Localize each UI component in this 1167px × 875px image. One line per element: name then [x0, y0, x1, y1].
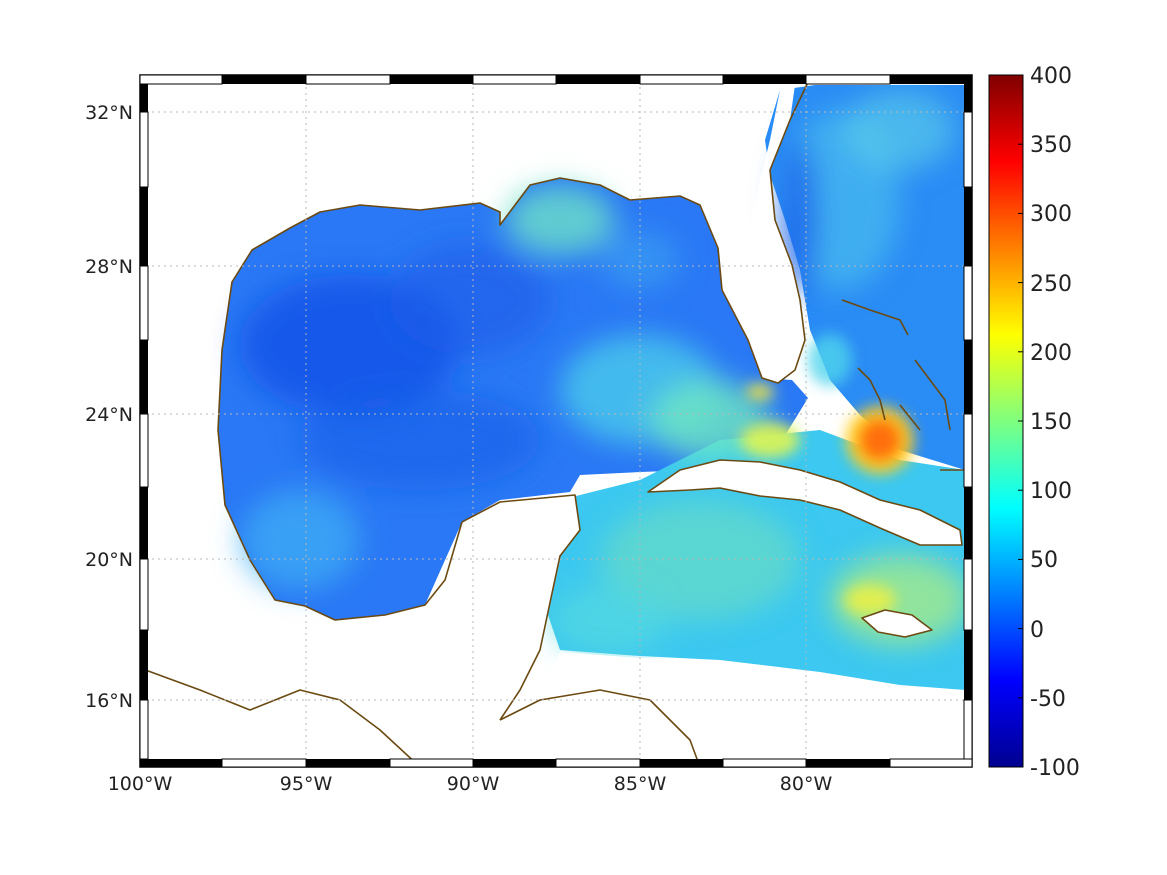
- cuba-land: [648, 460, 962, 545]
- x-tick-label: 100°W: [108, 773, 173, 795]
- colorbar-labels: 400 350 300 250 200 150 100 50 0 -50 -10…: [1030, 64, 1080, 781]
- colorbar-tick-label: 350: [1030, 133, 1072, 158]
- colorbar-tick-label: 400: [1030, 64, 1072, 89]
- y-tick-label: 20°N: [85, 549, 133, 571]
- colorbar-tick-label: 50: [1030, 548, 1058, 573]
- florida-land: [700, 85, 805, 383]
- bahamas-coast-line: [841, 299, 951, 431]
- y-tick-label: 24°N: [85, 404, 133, 426]
- colorbar-tick-label: 300: [1030, 202, 1072, 227]
- y-tick-label: 32°N: [85, 102, 133, 124]
- central-america-land: [540, 652, 965, 767]
- x-tick-label: 80°W: [780, 773, 833, 795]
- colorbar-ticks: [1018, 143, 1023, 699]
- y-tick-label: 16°N: [85, 690, 133, 712]
- jamaica-land: [862, 610, 932, 637]
- data-field: [218, 85, 970, 767]
- colorbar-tick-label: -100: [1030, 756, 1080, 781]
- colorbar-tick-label: 250: [1030, 272, 1072, 297]
- yucatan-land: [425, 495, 580, 767]
- colorbar: 400 350 300 250 200 150 100 50 0 -50 -10…: [988, 64, 1080, 781]
- map-frame: [139, 74, 973, 768]
- jamaica-coast-line: [861, 609, 933, 638]
- colorbar-gradient: [988, 74, 1024, 768]
- gulf-coast-line: [217, 77, 811, 621]
- colorbar-tick-label: 150: [1030, 410, 1072, 435]
- coastlines: [140, 77, 965, 767]
- x-tick-label: 85°W: [614, 773, 667, 795]
- y-axis: 32°N 28°N 24°N 20°N 16°N: [85, 102, 133, 712]
- yucatan-coast-line: [461, 494, 581, 721]
- x-tick-label: 90°W: [447, 773, 500, 795]
- colorbar-tick-label: 0: [1030, 618, 1044, 643]
- y-tick-label: 28°N: [85, 256, 133, 278]
- cuba-coast-line: [647, 459, 963, 546]
- x-tick-label: 95°W: [280, 773, 333, 795]
- x-axis: 100°W 95°W 90°W 85°W 80°W: [108, 773, 833, 795]
- graticule: [140, 75, 972, 767]
- central-america-coast-line: [140, 667, 701, 767]
- colorbar-tick-label: 200: [1030, 341, 1072, 366]
- colorbar-tick-label: -50: [1030, 687, 1066, 712]
- colorbar-tick-label: 100: [1030, 479, 1072, 504]
